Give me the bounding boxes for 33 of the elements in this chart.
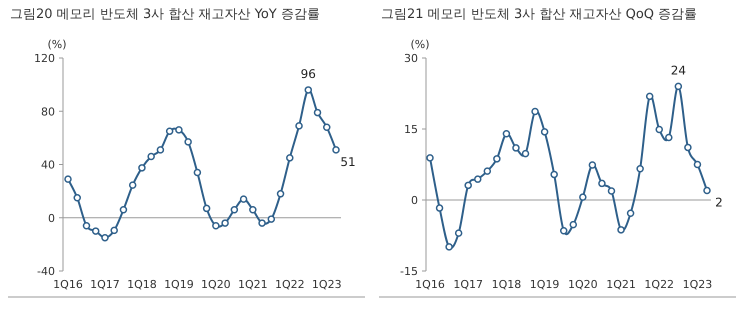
chart-title: 그림21 메모리 반도체 3사 합산 재고자산 QoQ 증감률 (381, 7, 698, 22)
x-tick-label: 1Q18 (127, 278, 157, 291)
y-axis-title: (%) (410, 38, 430, 51)
x-tick-label: 1Q22 (274, 278, 305, 291)
data-label: 2 (715, 196, 723, 210)
x-tick-label: 1Q23 (682, 278, 712, 291)
x-tick-label: 1Q17 (453, 278, 484, 291)
y-tick-label: -15 (400, 265, 418, 278)
x-tick-label: 1Q22 (644, 278, 674, 291)
data-label: 96 (300, 66, 316, 81)
y-axis-title: (%) (47, 38, 67, 51)
x-tick-label: 1Q19 (164, 278, 194, 291)
chart-title: 그림20 메모리 반도체 3사 합산 재고자산 YoY 증감률 (10, 7, 320, 22)
x-tick-label: 1Q20 (201, 278, 231, 291)
x-tick-label: 1Q20 (568, 278, 598, 291)
y-tick-label: 80 (41, 105, 55, 118)
x-tick-label: 1Q23 (312, 278, 342, 291)
y-tick-label: 0 (48, 212, 55, 225)
y-tick-label: -40 (37, 265, 55, 278)
y-tick-label: 120 (34, 52, 55, 65)
y-tick-label: 30 (404, 52, 418, 65)
x-tick-label: 1Q18 (492, 278, 522, 291)
data-label: 24 (670, 63, 686, 78)
x-tick-label: 1Q16 (53, 278, 83, 291)
x-tick-label: 1Q21 (606, 278, 636, 291)
y-tick-label: 0 (411, 194, 418, 207)
x-tick-label: 1Q19 (530, 278, 560, 291)
y-tick-label: 15 (404, 123, 418, 136)
data-label: 51 (340, 154, 356, 169)
x-tick-label: 1Q21 (238, 278, 268, 291)
x-tick-label: 1Q17 (90, 278, 120, 291)
x-tick-label: 1Q16 (415, 278, 445, 291)
y-tick-label: 40 (41, 158, 55, 172)
